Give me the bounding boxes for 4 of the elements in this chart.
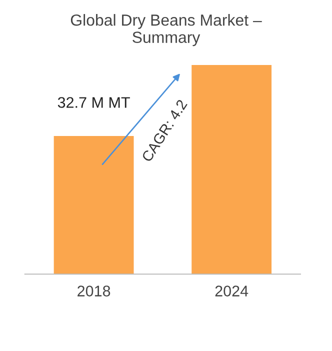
chart-title: Global Dry Beans Market – Summary [70, 14, 262, 46]
x-tick-label: 2024 [215, 286, 248, 296]
x-tick-label: 2018 [78, 286, 110, 296]
data-label: 32.7 M MT [58, 97, 130, 108]
